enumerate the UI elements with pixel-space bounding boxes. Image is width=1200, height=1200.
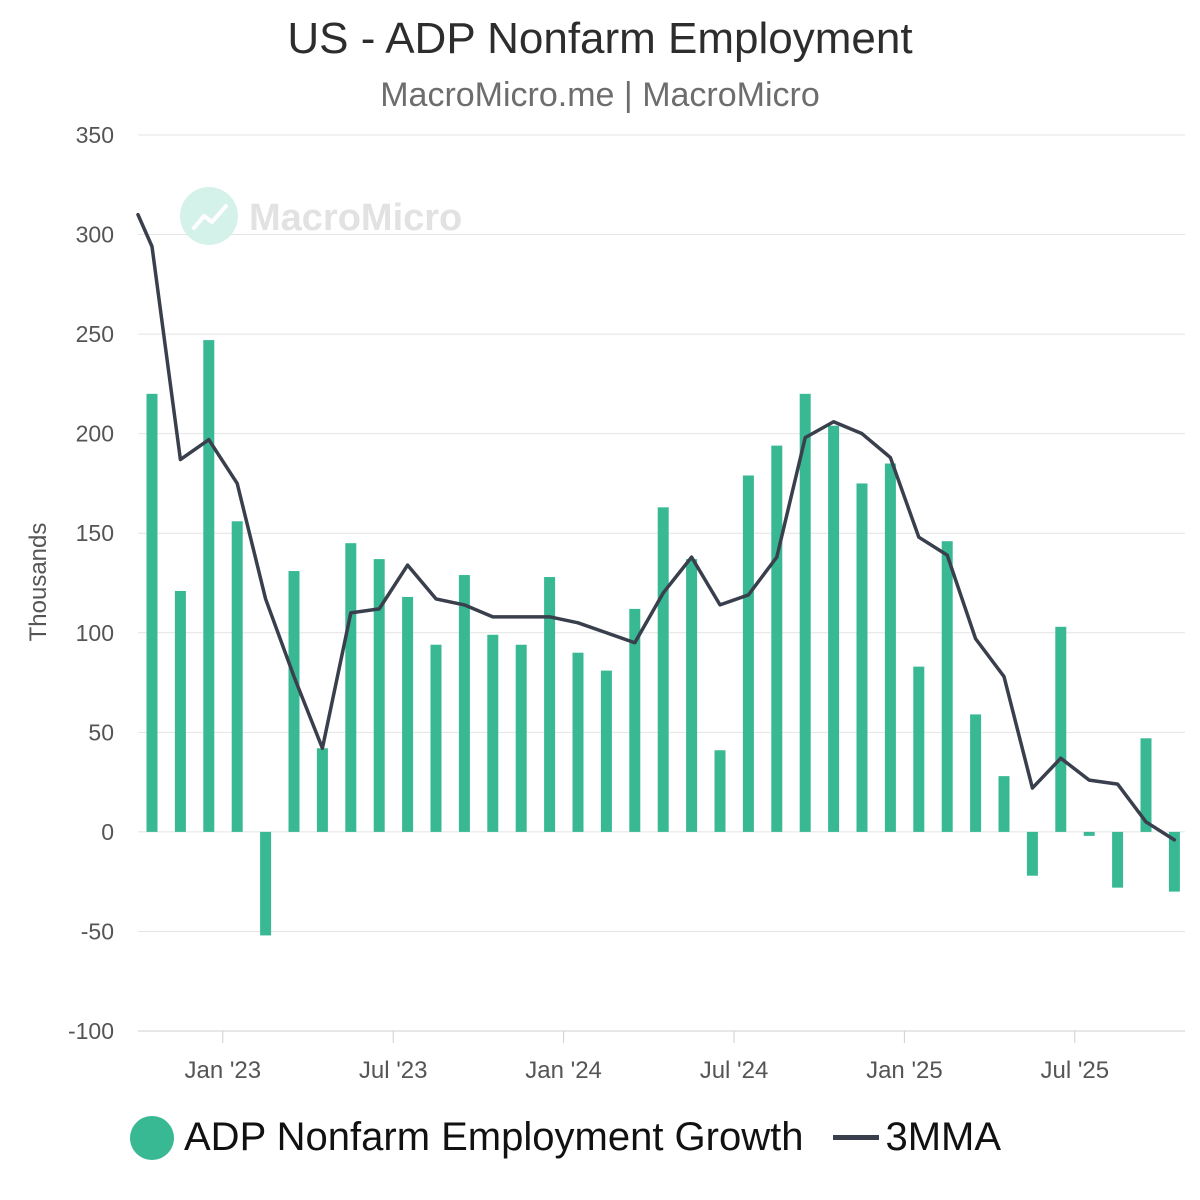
bar [430, 644, 442, 832]
bar [799, 393, 811, 832]
bar [174, 590, 186, 832]
bar [572, 652, 584, 832]
bar [1026, 831, 1038, 876]
bar [941, 541, 953, 832]
legend-line-label: 3MMA [885, 1115, 1002, 1159]
bar [600, 670, 612, 832]
bar [1112, 831, 1124, 888]
bar [373, 559, 385, 832]
bar [487, 634, 499, 832]
bar [260, 831, 272, 936]
bar [1140, 738, 1152, 832]
bar [316, 748, 328, 832]
y-tick-label: 200 [76, 421, 114, 447]
x-tick-label: Jan '23 [184, 1057, 261, 1084]
x-tick-label: Jul '23 [359, 1057, 428, 1084]
y-tick-label: 350 [76, 122, 114, 148]
bar [146, 393, 158, 832]
bar [657, 507, 669, 832]
bar [203, 340, 215, 832]
bar [402, 596, 414, 832]
bar [345, 543, 357, 832]
bar [1168, 831, 1180, 892]
watermark: MacroMicro [180, 187, 462, 245]
x-tick-label: Jul '24 [700, 1057, 769, 1084]
bar [884, 463, 896, 832]
bar [458, 575, 470, 832]
bar [1083, 831, 1095, 836]
series-line-3mma [136, 212, 1177, 842]
bar [742, 475, 754, 832]
y-tick-label: 50 [88, 719, 114, 745]
legend-bar-label: ADP Nonfarm Employment Growth [184, 1115, 804, 1159]
bar [515, 644, 527, 832]
bar [288, 571, 300, 832]
y-axis-ticks: 350 300 250 200 150 100 50 0 -50 -100 [68, 122, 114, 1044]
x-tick-label: Jan '25 [866, 1057, 943, 1084]
watermark-logo-icon [180, 187, 238, 245]
y-tick-label: 0 [101, 819, 114, 845]
bar [913, 666, 925, 832]
bar [544, 577, 556, 832]
y-tick-label: 250 [76, 321, 114, 347]
bar [771, 445, 783, 832]
x-tick-label: Jan '24 [525, 1057, 602, 1084]
x-tick-label: Jul '25 [1040, 1057, 1109, 1084]
bar [629, 608, 641, 832]
bar [856, 483, 868, 832]
legend: ADP Nonfarm Employment Growth 3MMA [130, 1115, 1001, 1160]
y-tick-label: 300 [76, 222, 114, 248]
x-axis: Jan '23 Jul '23 Jan '24 Jul '24 Jan '25 Jul '… [138, 1030, 1185, 1084]
watermark-text: MacroMicro [249, 197, 462, 239]
bar [970, 714, 982, 832]
legend-line-swatch [833, 1135, 880, 1140]
bar [686, 559, 698, 832]
legend-bar-swatch [130, 1115, 174, 1160]
bar [998, 776, 1010, 832]
bar [1055, 626, 1067, 832]
y-tick-label: 100 [76, 620, 114, 646]
chart-title: US - ADP Nonfarm Employment [287, 14, 913, 63]
y-axis-label: Thousands [25, 523, 52, 642]
bar [714, 750, 726, 832]
bar [231, 521, 243, 832]
bar-series [146, 340, 1180, 936]
y-tick-label: -100 [68, 1018, 114, 1044]
bar [828, 425, 840, 832]
y-tick-label: 150 [76, 520, 114, 546]
chart-subtitle: MacroMicro.me | MacroMicro [380, 76, 820, 114]
y-tick-label: -50 [81, 918, 114, 944]
